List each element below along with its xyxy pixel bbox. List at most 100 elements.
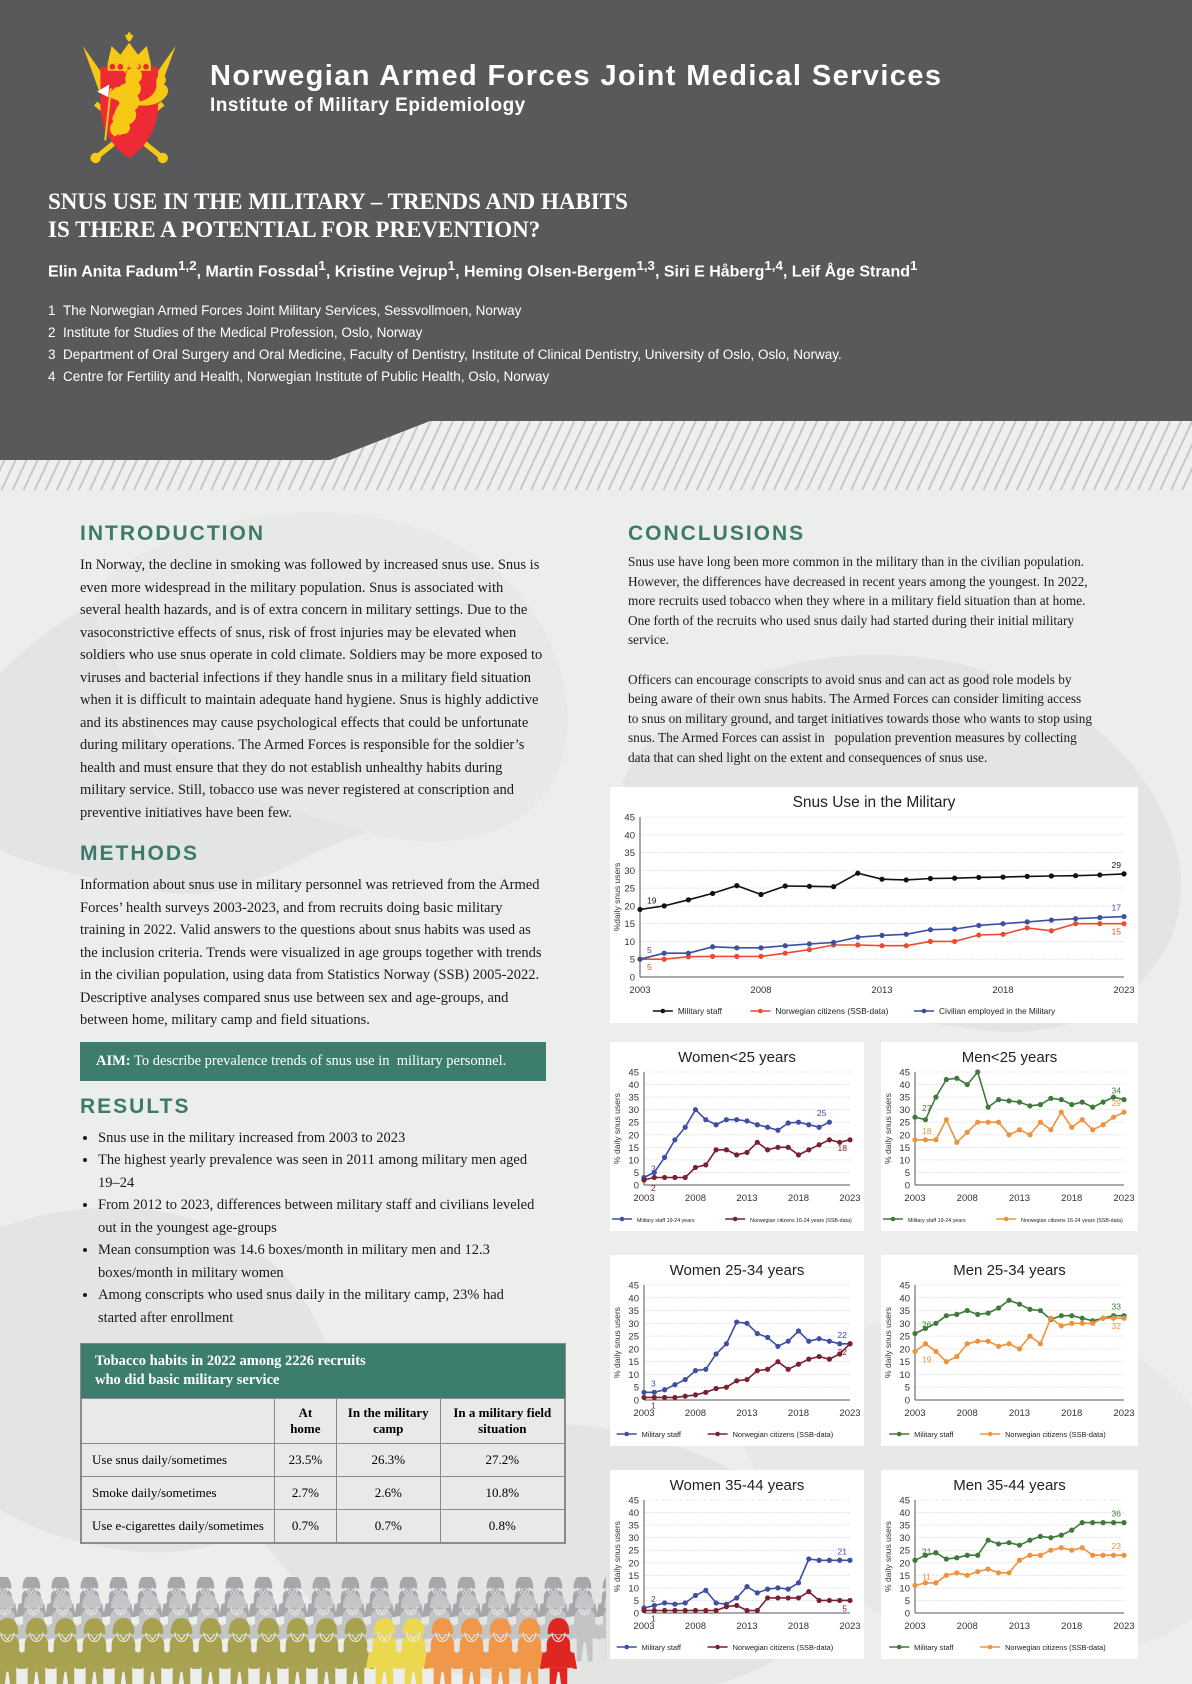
svg-text:Norwegian citizens (SSB-data): Norwegian citizens (SSB-data) [733, 1430, 834, 1439]
svg-text:2018: 2018 [788, 1408, 809, 1419]
svg-text:5: 5 [842, 1603, 847, 1613]
svg-text:2023: 2023 [1113, 985, 1134, 996]
svg-text:5: 5 [905, 1383, 910, 1394]
svg-text:Norwegian citizens 16-24 years: Norwegian citizens 16-24 years (SSB-data… [1021, 1218, 1123, 1224]
svg-text:17: 17 [1112, 903, 1122, 913]
svg-text:2013: 2013 [1009, 1193, 1030, 1204]
svg-text:45: 45 [899, 1068, 910, 1079]
svg-text:20: 20 [628, 1130, 639, 1141]
svg-text:15: 15 [899, 1571, 910, 1582]
svg-text:30: 30 [628, 1105, 639, 1116]
svg-text:35: 35 [899, 1093, 910, 1104]
svg-text:25: 25 [817, 1108, 827, 1118]
svg-text:2013: 2013 [736, 1621, 757, 1632]
svg-text:10: 10 [624, 937, 635, 948]
svg-text:18: 18 [838, 1143, 848, 1153]
svg-text:% daily snus users: % daily snus users [883, 1093, 893, 1164]
svg-text:40: 40 [628, 1293, 639, 1304]
svg-text:2018: 2018 [1061, 1193, 1082, 1204]
svg-text:29: 29 [1112, 1098, 1122, 1108]
svg-text:35: 35 [628, 1306, 639, 1317]
svg-text:Men 35-44 years: Men 35-44 years [953, 1477, 1066, 1494]
svg-text:25: 25 [624, 884, 635, 895]
svg-text:45: 45 [899, 1496, 910, 1507]
svg-text:20: 20 [628, 1344, 639, 1355]
svg-text:% daily snus users: % daily snus users [612, 1521, 622, 1592]
svg-text:2018: 2018 [788, 1621, 809, 1632]
svg-text:5: 5 [630, 955, 635, 966]
svg-text:Women 35-44 years: Women 35-44 years [670, 1477, 805, 1494]
svg-text:% daily snus users: % daily snus users [612, 1093, 622, 1164]
svg-text:Norwegian citizens 16-24 years: Norwegian citizens 16-24 years (SSB-data… [750, 1218, 852, 1224]
svg-text:2003: 2003 [904, 1193, 925, 1204]
svg-text:2008: 2008 [750, 985, 771, 996]
svg-text:25: 25 [899, 1546, 910, 1557]
svg-text:5: 5 [634, 1383, 639, 1394]
svg-text:Military staff: Military staff [914, 1430, 954, 1439]
svg-text:5: 5 [905, 1596, 910, 1607]
svg-text:15: 15 [899, 1143, 910, 1154]
svg-text:25: 25 [899, 1118, 910, 1129]
svg-text:Norwegian citizens (SSB-data): Norwegian citizens (SSB-data) [1005, 1643, 1106, 1652]
svg-text:40: 40 [624, 830, 635, 841]
svg-text:0: 0 [634, 1609, 639, 1620]
svg-text:2008: 2008 [957, 1621, 978, 1632]
svg-text:2013: 2013 [736, 1193, 757, 1204]
svg-text:2023: 2023 [839, 1621, 860, 1632]
svg-text:2003: 2003 [904, 1621, 925, 1632]
svg-text:10: 10 [899, 1583, 910, 1594]
svg-text:30: 30 [628, 1319, 639, 1330]
svg-text:2013: 2013 [1009, 1408, 1030, 1419]
svg-text:5: 5 [905, 1168, 910, 1179]
svg-text:29: 29 [1112, 860, 1122, 870]
svg-text:2023: 2023 [1113, 1193, 1134, 1204]
svg-text:10: 10 [628, 1583, 639, 1594]
svg-text:20: 20 [899, 1558, 910, 1569]
svg-text:30: 30 [899, 1319, 910, 1330]
svg-text:Women<25 years: Women<25 years [678, 1049, 796, 1066]
svg-text:Snus Use in the Military: Snus Use in the Military [793, 794, 956, 811]
svg-text:Norwegian citizens (SSB-data): Norwegian citizens (SSB-data) [733, 1643, 834, 1652]
svg-text:1: 1 [651, 1613, 656, 1623]
svg-text:2023: 2023 [1113, 1408, 1134, 1419]
svg-text:2008: 2008 [685, 1408, 706, 1419]
svg-text:5: 5 [647, 962, 652, 972]
svg-text:Norwegian citizens (SSB-data): Norwegian citizens (SSB-data) [775, 1006, 888, 1016]
svg-text:Military staff: Military staff [914, 1643, 954, 1652]
svg-text:0: 0 [905, 1396, 910, 1407]
svg-text:2023: 2023 [839, 1408, 860, 1419]
svg-text:2018: 2018 [1061, 1408, 1082, 1419]
svg-text:20: 20 [624, 901, 635, 912]
svg-text:35: 35 [899, 1306, 910, 1317]
svg-text:36: 36 [1112, 1509, 1122, 1519]
svg-text:2003: 2003 [904, 1408, 925, 1419]
svg-text:33: 33 [1112, 1302, 1122, 1312]
svg-text:15: 15 [899, 1357, 910, 1368]
svg-text:2018: 2018 [788, 1193, 809, 1204]
svg-text:15: 15 [624, 919, 635, 930]
svg-text:Men 25-34 years: Men 25-34 years [953, 1262, 1066, 1279]
svg-text:19: 19 [647, 895, 657, 905]
svg-text:0: 0 [634, 1396, 639, 1407]
svg-text:2008: 2008 [957, 1193, 978, 1204]
svg-text:Military staff: Military staff [678, 1006, 723, 1016]
svg-text:2018: 2018 [1061, 1621, 1082, 1632]
svg-text:2008: 2008 [685, 1193, 706, 1204]
svg-text:0: 0 [630, 973, 635, 984]
svg-text:2: 2 [651, 1594, 656, 1604]
svg-text:5: 5 [634, 1168, 639, 1179]
svg-text:10: 10 [628, 1370, 639, 1381]
svg-text:Men<25 years: Men<25 years [962, 1049, 1057, 1066]
svg-text:2013: 2013 [1009, 1621, 1030, 1632]
svg-text:45: 45 [628, 1281, 639, 1292]
svg-text:3: 3 [651, 1163, 656, 1173]
svg-text:15: 15 [1112, 927, 1122, 937]
svg-text:27: 27 [922, 1103, 932, 1113]
svg-text:35: 35 [624, 848, 635, 859]
svg-text:25: 25 [628, 1332, 639, 1343]
svg-text:3: 3 [651, 1378, 656, 1388]
svg-text:30: 30 [899, 1105, 910, 1116]
svg-text:22: 22 [838, 1347, 848, 1357]
svg-text:0: 0 [634, 1181, 639, 1192]
svg-text:5: 5 [634, 1596, 639, 1607]
